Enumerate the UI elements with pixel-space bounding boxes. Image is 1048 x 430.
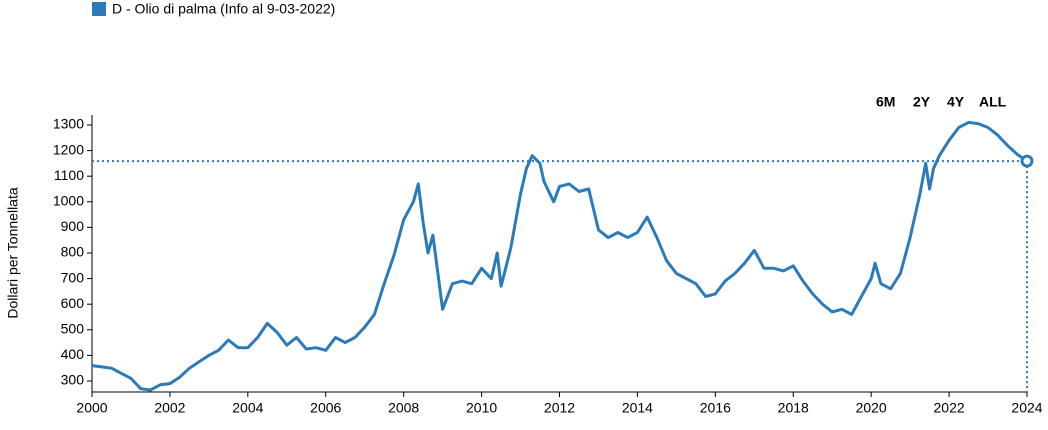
x-tick-label: 2002 xyxy=(154,400,185,416)
x-tick-label: 2006 xyxy=(310,400,341,416)
x-tick-label: 2016 xyxy=(700,400,731,416)
range-button[interactable]: ALL xyxy=(979,94,1007,110)
y-tick-label: 600 xyxy=(61,295,85,311)
range-button[interactable]: 4Y xyxy=(947,94,965,110)
price-line xyxy=(91,120,1028,392)
range-button[interactable]: 6M xyxy=(876,94,895,110)
x-tick-label: 2000 xyxy=(76,400,107,416)
y-tick-label: 1000 xyxy=(53,192,84,208)
y-tick-label: 1200 xyxy=(53,141,84,157)
x-tick-label: 2014 xyxy=(622,400,653,416)
y-axis-label: Dollari per Tonnellata xyxy=(5,187,21,318)
y-tick-label: 400 xyxy=(61,346,85,362)
y-tick-label: 500 xyxy=(61,320,85,336)
x-tick-label: 2020 xyxy=(856,400,887,416)
x-tick-label: 2010 xyxy=(466,400,497,416)
x-tick-label: 2004 xyxy=(232,400,263,416)
x-tick-label: 2008 xyxy=(388,400,419,416)
legend-swatch xyxy=(92,2,106,16)
y-tick-label: 1300 xyxy=(53,116,84,132)
legend-label: D - Olio di palma (Info al 9-03-2022) xyxy=(112,1,335,17)
range-button[interactable]: 2Y xyxy=(913,94,931,110)
last-point xyxy=(1020,154,1034,168)
x-tick-label: 2018 xyxy=(778,400,809,416)
x-tick-label: 2022 xyxy=(934,400,965,416)
x-tick-label: 2024 xyxy=(1011,400,1042,416)
y-tick-label: 700 xyxy=(61,269,85,285)
y-tick-label: 1100 xyxy=(54,167,84,183)
y-tick-label: 900 xyxy=(61,218,85,234)
y-tick-label: 800 xyxy=(61,244,85,260)
x-tick-label: 2012 xyxy=(544,400,575,416)
y-tick-label: 300 xyxy=(61,372,85,388)
